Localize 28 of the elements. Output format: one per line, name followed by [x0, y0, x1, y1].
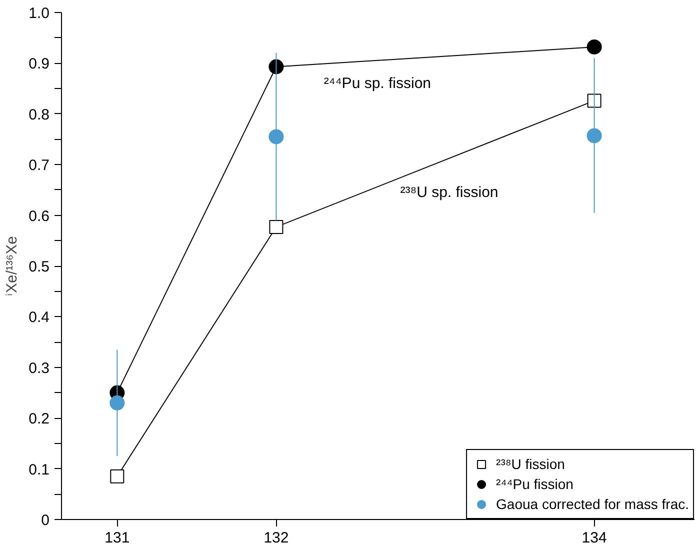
point [586, 39, 602, 54]
point [586, 128, 602, 144]
point [110, 395, 125, 410]
x-tick-label: 131 [104, 530, 130, 546]
y-tick-label: 0.9 [28, 56, 50, 73]
y-tick-label: 0.8 [28, 106, 50, 124]
y-tick-label: 0.5 [28, 258, 50, 276]
y-tick-label: 0.7 [28, 157, 50, 174]
y-tick-label: 1.0 [28, 5, 50, 22]
y-tick-label: 0.2 [28, 410, 50, 428]
point [268, 59, 284, 74]
x-tick-label: 132 [264, 530, 289, 546]
legend-label: ²³⁸U fission [496, 456, 565, 472]
annotation: ²³⁸U sp. fission [400, 184, 498, 201]
point [110, 469, 124, 484]
y-tick-label: 0.4 [28, 309, 50, 326]
point [587, 94, 602, 108]
legend-label: ²⁴⁴Pu fission [496, 476, 574, 492]
y-tick-label: 0 [41, 512, 50, 529]
y-tick-label: 0.1 [28, 461, 50, 478]
y-axis-title: ⁱXe/¹³⁶Xe [4, 236, 21, 296]
y-tick-label: 0.6 [28, 208, 50, 225]
annotation: ²⁴⁴Pu sp. fission [324, 74, 432, 92]
legend-label: Gaoua corrected for mass frac. [496, 496, 689, 512]
x-tick-label: 134 [582, 530, 607, 546]
y-tick-label: 0.3 [28, 360, 50, 377]
point [268, 129, 284, 144]
point [269, 220, 284, 234]
